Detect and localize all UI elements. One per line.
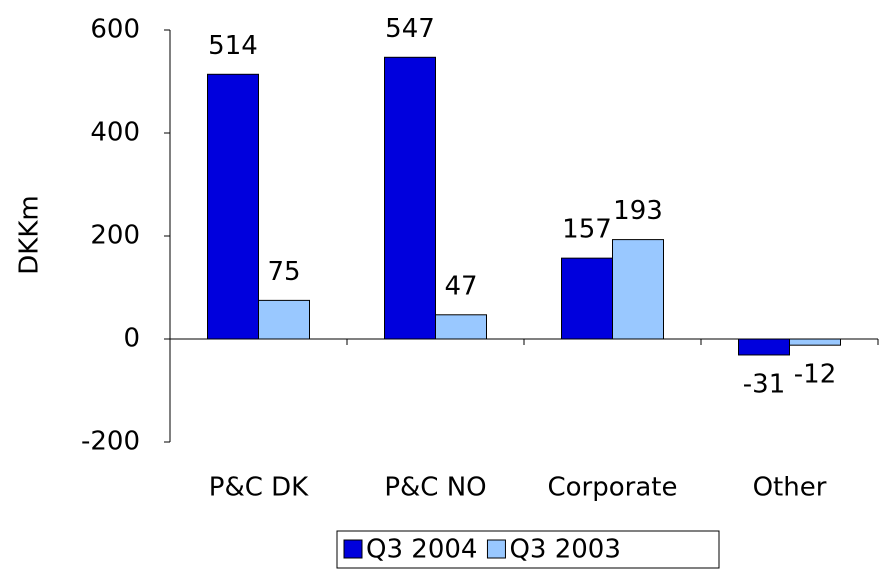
data-label: -12 [794,360,836,390]
legend-swatch [343,539,363,559]
data-label: 193 [613,196,663,226]
y-axis-label: DKKm [15,195,45,274]
x-tick-label: P&C NO [384,473,486,503]
y-tick-label: 0 [123,324,140,354]
bar [435,314,487,340]
bar [561,257,613,340]
bar [384,56,436,340]
data-label: 75 [267,257,300,287]
x-tick-label: P&C DK [209,473,309,503]
legend-label: Q3 2003 [509,535,620,565]
data-label: 514 [208,31,258,61]
y-tick-label: 400 [90,118,140,148]
data-label: 157 [562,215,612,245]
data-label: 547 [385,14,435,44]
data-label: -31 [743,369,785,399]
bar [612,239,664,340]
legend-box [336,530,720,569]
data-label: 47 [444,271,477,301]
y-tick-label: 200 [90,221,140,251]
x-tick-label: Corporate [548,473,678,503]
legend: Q3 2004 Q3 2003 [336,530,720,569]
y-tick-label: -200 [81,427,140,457]
bar [789,338,841,346]
legend-label: Q3 2004 [366,535,477,565]
bar [207,73,259,340]
bar [738,338,790,356]
legend-swatch [486,539,506,559]
x-tick-label: Other [753,473,827,503]
bar [258,299,310,340]
y-tick-label: 600 [90,15,140,45]
